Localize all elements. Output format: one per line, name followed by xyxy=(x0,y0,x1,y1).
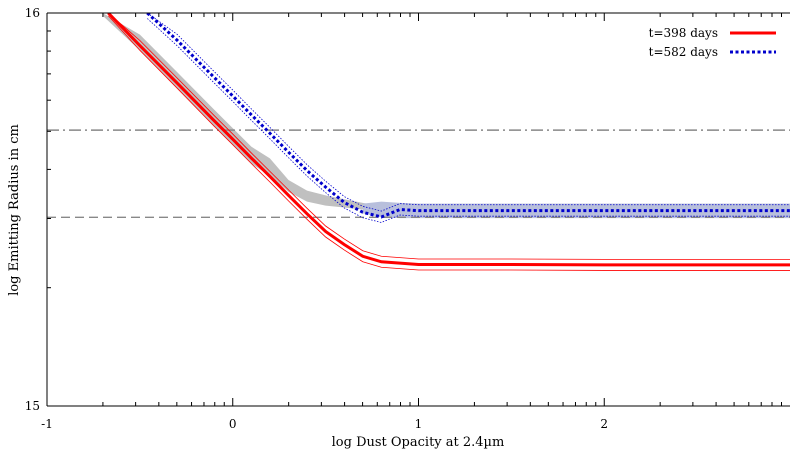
plot-area xyxy=(47,13,790,271)
y-tick-label: 15 xyxy=(25,399,40,413)
band-582-shaded-band xyxy=(362,201,790,219)
y-axis-title: log Emitting Radius in cm xyxy=(7,124,22,296)
x-tick-label: 1 xyxy=(415,417,423,431)
legend: t=398 days t=582 days xyxy=(649,26,776,59)
x-axis-title: log Dust Opacity at 2.4µm xyxy=(332,435,505,450)
series-1-line xyxy=(107,13,790,267)
axis-ticks: -1 0 1 2 15 16 xyxy=(25,6,783,431)
series-2-upper-bound xyxy=(147,13,790,212)
series-1-upper-bound xyxy=(108,13,790,260)
legend-label: t=582 days xyxy=(649,45,718,59)
band-398-shaded-band xyxy=(102,13,419,214)
series-2-line xyxy=(146,13,790,219)
y-tick-label: 16 xyxy=(25,6,40,20)
x-tick-label: 2 xyxy=(600,417,608,431)
legend-label: t=398 days xyxy=(649,26,718,40)
series-2-lower-bound xyxy=(147,18,790,223)
series-1-lower-bound xyxy=(108,15,790,271)
x-tick-label: 0 xyxy=(229,417,237,431)
x-tick-label: -1 xyxy=(41,417,53,431)
